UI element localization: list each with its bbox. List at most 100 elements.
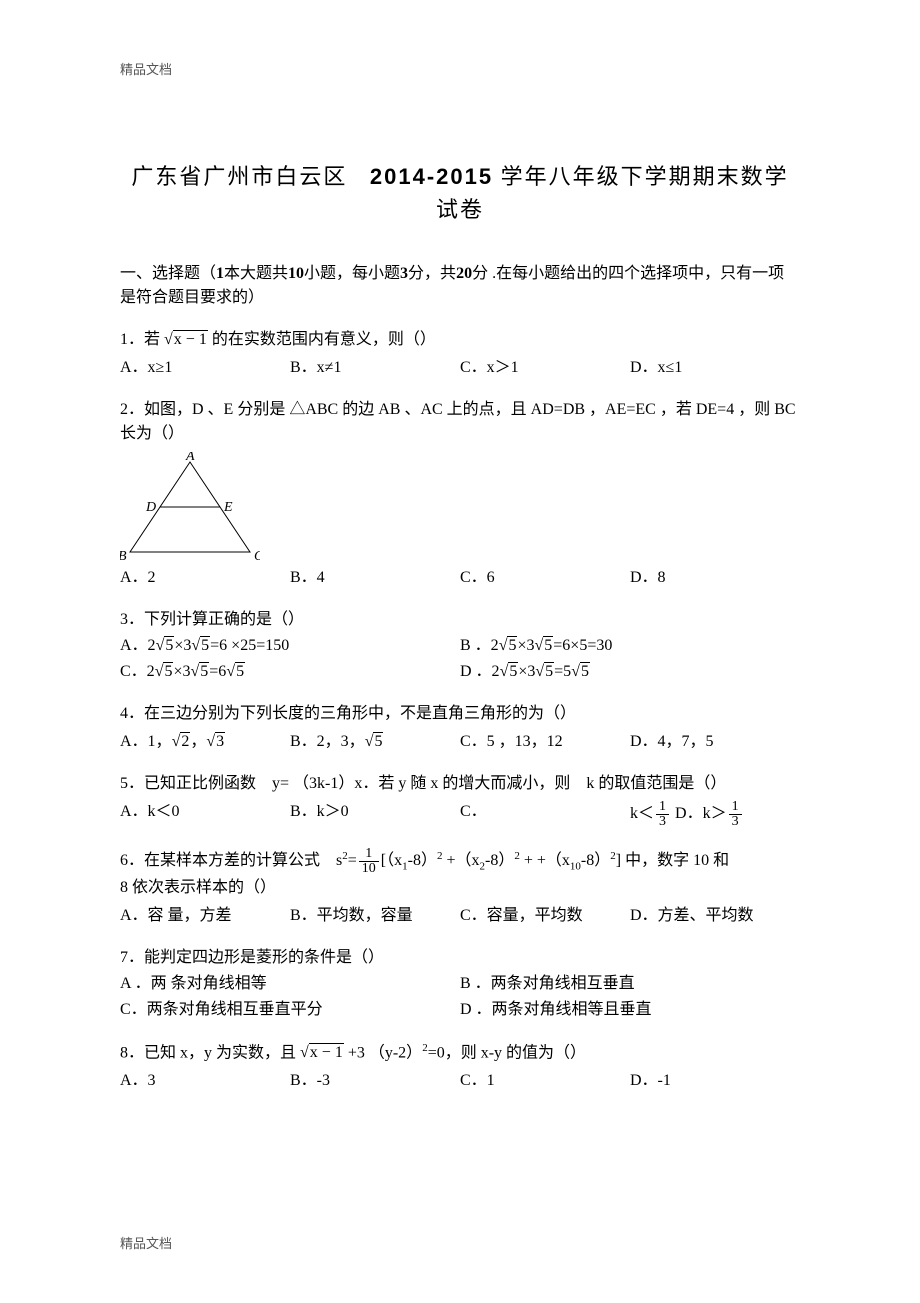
q3-row2: C．25×35=65 D ．25×35=55	[120, 660, 800, 684]
choice-b: B．4	[290, 566, 460, 590]
sqrt-icon: 5	[535, 660, 554, 684]
question-4: 4．在三边分别为下列长度的三角形中，不是直角三角形的为（）	[120, 702, 800, 726]
choice-d: D ．25×35=55	[460, 660, 800, 684]
choice-b: B．2，3，5	[290, 730, 460, 754]
question-8: 8．已知 x，y 为实数，且 x − 1 +3 （y‐2）2=0，则 x‐y 的…	[120, 1040, 800, 1065]
intro-num: 3	[400, 265, 408, 282]
choice-c: C．两条对角线相互垂直平分	[120, 998, 460, 1022]
question-6: 6．在某样本方差的计算公式 s2=110[（x1‐8）2 +（x2‐8）2 + …	[120, 847, 800, 876]
sqrt-icon: 2	[172, 730, 191, 754]
txt: ] 中，数字 10 和	[616, 852, 729, 869]
txt: C．2	[120, 663, 155, 680]
num: 1	[359, 847, 379, 861]
sqrt-icon: 5	[500, 660, 519, 684]
svg-text:A: A	[185, 452, 195, 464]
q2-choices: A．2 B．4 C．6 D．8	[120, 566, 800, 590]
choice-d: D．4，7，5	[630, 730, 800, 754]
sqrt-icon: x − 1	[164, 328, 208, 352]
choice-a: A．容 量，方差	[120, 904, 290, 928]
question-2: 2．如图，D 、E 分别是 △ABC 的边 AB 、AC 上的点，且 AD=DB…	[120, 398, 800, 446]
txt: =6×5=30	[553, 637, 612, 654]
svg-text:C: C	[254, 549, 260, 562]
q7-row2: C．两条对角线相互垂直平分 D ．两条对角线相等且垂直	[120, 998, 800, 1022]
intro-text: 分，共	[408, 265, 456, 282]
q1-text-b: 的在实数范围内有意义，则（）	[212, 331, 436, 348]
txt: A．2	[120, 637, 156, 654]
intro-text: 本大题共	[224, 265, 288, 282]
choice-a: A ．两 条对角线相等	[120, 972, 460, 996]
sqrt-icon: 5	[155, 660, 174, 684]
rad: 5	[163, 662, 173, 681]
txt: =6	[209, 663, 226, 680]
svg-text:D: D	[145, 500, 156, 515]
txt: [（x	[381, 852, 402, 869]
sqrt-icon: 5	[365, 730, 384, 754]
choice-c: C．1	[460, 1069, 630, 1093]
txt: =	[348, 852, 357, 869]
choice-c: C．	[460, 800, 630, 829]
sqrt-icon: 5	[571, 660, 590, 684]
txt: + +（x	[520, 852, 570, 869]
q1-choices: A．x≥1 B．x≠1 C．x＞1 D．x≤1	[120, 356, 800, 380]
den: 10	[359, 861, 379, 876]
sub: 10	[570, 860, 581, 872]
q3-row1: A．25×35=6 ×25=150 B ．25×35=6×5=30	[120, 634, 800, 658]
rad: 2	[180, 732, 190, 751]
txt: 8．已知 x，y 为实数，且	[120, 1044, 300, 1061]
q8-choices: A．3 B．‐3 C．1 D．‐1	[120, 1069, 800, 1093]
choice-d: D．‐1	[630, 1069, 800, 1093]
choice-a: A．1，2，3	[120, 730, 290, 754]
rad: 5	[543, 636, 553, 655]
choice-d: D．方差、平均数	[630, 904, 800, 928]
txt: ‐8）	[485, 852, 514, 869]
choice-a: A．3	[120, 1069, 290, 1093]
intro-text: 一、选择题（	[120, 265, 216, 282]
txt: B ．2	[460, 637, 499, 654]
rad: 5	[235, 662, 245, 681]
sqrt-icon: x − 1	[300, 1041, 344, 1065]
choice-b: B．x≠1	[290, 356, 460, 380]
footer-watermark: 精品文档	[120, 1234, 172, 1254]
intro-num: 1	[216, 265, 224, 282]
choice-d: D ．两条对角线相等且垂直	[460, 998, 800, 1022]
q5-choices: A．k＜0 B．k＞0 C． k＜13 D．k＞13	[120, 800, 800, 829]
choice-b: B．平均数，容量	[290, 904, 460, 928]
choice-a: A．k＜0	[120, 800, 290, 829]
title-year: 2014-2015	[370, 164, 493, 189]
rad: 5	[544, 662, 554, 681]
choice-a: A．2	[120, 566, 290, 590]
rad: 5	[508, 662, 518, 681]
question-7: 7．能判定四边形是菱形的条件是（）	[120, 946, 800, 970]
den: 3	[729, 814, 742, 829]
choice-c: C．容量，平均数	[460, 904, 630, 928]
sqrt-icon: 5	[156, 634, 175, 658]
sqrt-icon: 5	[191, 660, 210, 684]
txt: ×3	[173, 663, 190, 680]
fraction-icon: 110	[359, 847, 379, 876]
intro-num: 20	[456, 265, 472, 282]
rad: 5	[199, 662, 209, 681]
choice-b: B．‐3	[290, 1069, 460, 1093]
rad: 5	[580, 662, 590, 681]
question-3: 3．下列计算正确的是（）	[120, 608, 800, 632]
choice-c: C．x＞1	[460, 356, 630, 380]
q7-row1: A ．两 条对角线相等 B ．两条对角线相互垂直	[120, 972, 800, 996]
num: 1	[729, 800, 742, 814]
choice-b: B．k＞0	[290, 800, 460, 829]
question-5: 5．已知正比例函数 y= （3k‐1）x．若 y 随 x 的增大而减小，则 k …	[120, 772, 800, 796]
sqrt-icon: 5	[226, 660, 245, 684]
intro-num: 10	[288, 265, 304, 282]
rad: x − 1	[309, 1043, 344, 1062]
choice-a: A．25×35=6 ×25=150	[120, 634, 460, 658]
rad: 5	[200, 636, 210, 655]
rad: 3	[215, 732, 225, 751]
num: 1	[656, 800, 669, 814]
txt: ×3	[517, 637, 534, 654]
txt: ，	[190, 733, 206, 750]
txt: =6 ×25=150	[210, 637, 289, 654]
rad: 5	[507, 636, 517, 655]
txt: =0，则 x‐y 的值为（）	[428, 1044, 586, 1061]
sqrt-icon: 5	[191, 634, 210, 658]
txt: ×3	[518, 663, 535, 680]
choice-a: A．x≥1	[120, 356, 290, 380]
